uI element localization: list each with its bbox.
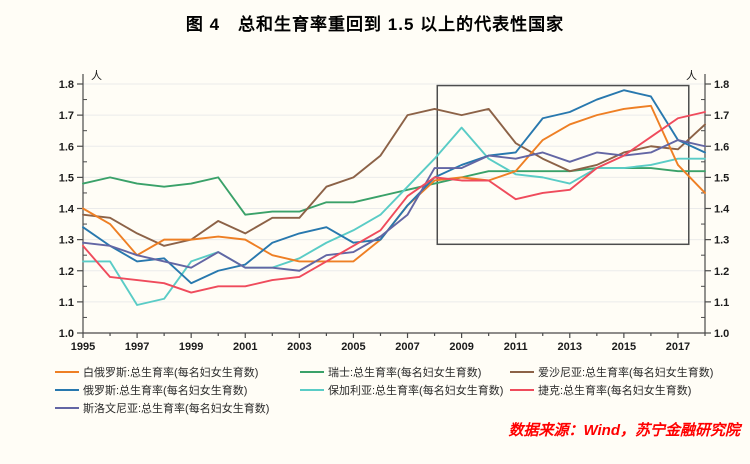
x-tick-label: 1995 (71, 341, 95, 353)
y-tick-label: 1.5 (59, 172, 74, 184)
series-line-5 (82, 111, 706, 294)
series-line-0 (82, 104, 706, 263)
y-tick-label: 1.5 (714, 172, 729, 184)
series-line-6 (82, 139, 706, 272)
x-tick-label: 1999 (179, 341, 203, 353)
y-tick-label: 1.2 (714, 266, 729, 278)
y-tick-label: 1.1 (59, 297, 74, 309)
x-tick-label: 2017 (666, 341, 690, 353)
y-tick-label: 1.8 (714, 79, 729, 91)
x-tick-label: 2013 (558, 341, 582, 353)
y-tick-label: 1.7 (714, 110, 729, 122)
data-source-note: 数据来源：Wind，苏宁金融研究院 (508, 422, 740, 439)
x-tick-label: 2007 (395, 341, 419, 353)
x-tick-label: 2011 (504, 341, 528, 353)
y-tick-label: 1.3 (59, 235, 74, 247)
y-tick-label: 1.1 (714, 297, 729, 309)
y-tick-label: 1.4 (59, 204, 75, 216)
series-line-4 (82, 126, 706, 306)
highlight-box (436, 84, 690, 246)
x-tick-label: 2005 (341, 341, 365, 353)
series-line-3 (82, 89, 706, 285)
y-tick-label: 1.6 (714, 141, 729, 153)
series-line-2 (82, 107, 706, 247)
series-line-1 (82, 167, 706, 216)
x-tick-label: 1997 (125, 341, 149, 353)
x-tick-label: 2009 (449, 341, 473, 353)
y-axis-unit-label: 人 (686, 69, 697, 82)
x-tick-label: 2015 (612, 341, 636, 353)
y-axis-unit-label: 人 (91, 69, 102, 82)
y-tick-label: 1.0 (714, 328, 729, 340)
y-tick-label: 1.0 (59, 328, 74, 340)
y-tick-label: 1.2 (59, 266, 74, 278)
chart-title: 图 4 总和生育率重回到 1.5 以上的代表性国家 (185, 15, 565, 34)
y-tick-label: 1.3 (714, 235, 729, 247)
y-tick-label: 1.6 (59, 141, 74, 153)
y-tick-label: 1.7 (59, 110, 74, 122)
y-tick-label: 1.4 (714, 204, 730, 216)
x-tick-label: 2001 (233, 341, 257, 353)
y-tick-label: 1.8 (59, 79, 74, 91)
x-tick-label: 2003 (287, 341, 311, 353)
